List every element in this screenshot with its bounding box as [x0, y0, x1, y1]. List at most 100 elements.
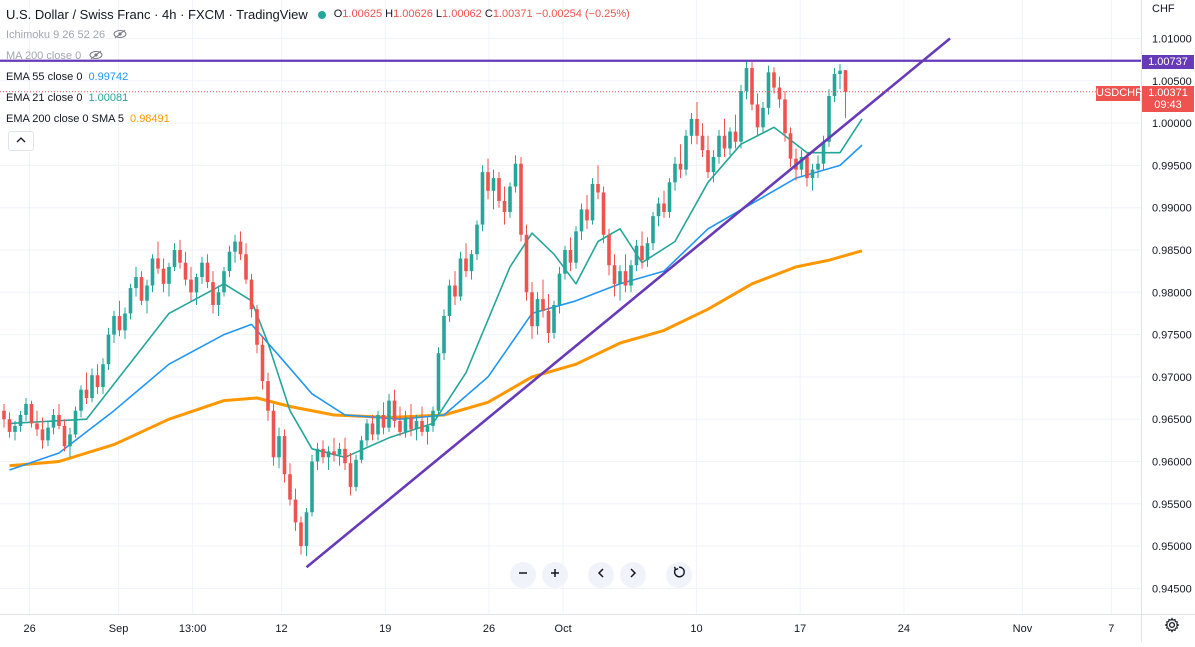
candle-body	[150, 258, 155, 286]
candle-body	[51, 414, 56, 428]
candle-body	[2, 410, 6, 420]
candle-body	[18, 414, 23, 426]
resistance-price-tag: 1.00737	[1142, 55, 1194, 69]
candle-body	[486, 172, 490, 191]
zoom-in-button[interactable]	[542, 562, 568, 588]
low-value: 1.00062	[442, 8, 482, 20]
scroll-right-button[interactable]	[620, 562, 646, 588]
price-tick-label: 0.98500	[1152, 245, 1192, 257]
gear-icon	[1164, 617, 1180, 633]
candle-body	[535, 299, 540, 327]
candle-body	[233, 241, 237, 252]
candle-body	[156, 258, 160, 269]
candle-body	[178, 250, 182, 263]
drawings[interactable]	[0, 37, 1141, 569]
candle-body	[656, 203, 661, 217]
close-label: C	[484, 8, 493, 20]
candle-body	[13, 425, 17, 432]
indicator-ma200[interactable]: MA 200 close 0	[6, 46, 630, 67]
low-label: L	[435, 8, 443, 20]
candle-body	[711, 156, 716, 173]
candle-body	[337, 448, 342, 455]
price-tick-label: 0.96500	[1152, 414, 1192, 426]
candle-body	[134, 277, 138, 289]
candle-body	[189, 279, 193, 293]
candle-body	[359, 440, 364, 460]
candle-body	[612, 265, 617, 284]
indicator-ema21[interactable]: EMA 21 close 0 1.00081	[6, 88, 630, 109]
candle-body	[420, 420, 424, 432]
candle-body	[700, 135, 705, 151]
candle-body	[634, 245, 639, 266]
reset-chart-button[interactable]	[666, 562, 692, 588]
price-axis[interactable]: 1.01000 1.00500 1.00000 0.99500 0.99000 0.985…	[1141, 0, 1192, 642]
change-value: −0.00254 (−0.25%)	[535, 8, 630, 20]
candle-body	[194, 277, 199, 293]
ascending-trendline	[305, 37, 951, 569]
candle-body	[216, 292, 221, 305]
price-tick-label: 1.00500	[1152, 76, 1192, 88]
zoom-out-icon	[519, 572, 527, 574]
scroll-left-icon	[597, 568, 604, 578]
candle-body	[678, 163, 683, 170]
candle-body	[255, 309, 259, 345]
candle-body	[541, 299, 545, 311]
candle-body	[596, 184, 600, 193]
indicator-ema200-sma5[interactable]: EMA 200 close 0 SMA 5 0.98491	[6, 109, 630, 130]
chart-settings-button[interactable]	[1164, 617, 1180, 637]
ema200-value: 0.98491	[130, 113, 170, 125]
candle-body	[832, 74, 837, 97]
candle-body	[805, 156, 809, 179]
candle-body	[381, 414, 386, 428]
candle-body	[695, 118, 699, 136]
candle-body	[167, 266, 171, 284]
time-tick-label: 17	[794, 623, 806, 635]
candle-body	[783, 99, 787, 134]
candle-body	[249, 279, 254, 310]
candle-body	[436, 353, 441, 411]
hidden-eye-icon[interactable]	[113, 25, 127, 46]
time-tick-label: 13:00	[179, 623, 207, 635]
candle-body	[689, 118, 694, 136]
scroll-left-button[interactable]	[588, 562, 614, 588]
candle-body	[728, 131, 732, 149]
candle-body	[519, 163, 523, 235]
indicator-ichimoku[interactable]: Ichimoku 9 26 52 26	[6, 25, 630, 46]
ema21-line	[9, 118, 863, 459]
time-tick-label: 26	[24, 623, 36, 635]
candle-body	[574, 231, 578, 263]
ohlc-values: O1.00625 H1.00626 L1.00062 C1.00371 −0.0…	[334, 4, 630, 25]
candle-body	[838, 70, 842, 75]
candle-body	[387, 400, 391, 428]
candle-body	[40, 429, 45, 441]
candle-body	[222, 271, 226, 293]
candle-body	[376, 414, 380, 435]
high-label: H	[385, 8, 394, 20]
ma200-label: MA 200 close 0	[6, 50, 82, 62]
candle-body	[123, 313, 127, 331]
collapse-legend-button[interactable]	[8, 131, 34, 151]
price-tick-label: 1.01000	[1152, 34, 1192, 46]
ema21-value: 1.00081	[88, 92, 129, 104]
price-tick-label: 0.95000	[1152, 541, 1192, 553]
candle-body	[35, 423, 39, 430]
candle-body	[453, 285, 457, 297]
bar-countdown: 09:43	[1154, 99, 1182, 111]
zoom-out-button[interactable]	[510, 562, 536, 588]
candle-body	[629, 265, 633, 286]
currency-label[interactable]: CHF	[1152, 3, 1175, 15]
hidden-eye-icon[interactable]	[89, 46, 103, 67]
candle-body	[788, 133, 793, 159]
price-tick-label: 0.98000	[1152, 287, 1192, 299]
candle-body	[95, 375, 100, 388]
indicator-ema55[interactable]: EMA 55 close 0 0.99742	[6, 67, 630, 88]
price-tick-label: 0.94500	[1152, 583, 1192, 595]
candle-body	[524, 234, 529, 293]
candle-body	[354, 459, 358, 487]
time-axis[interactable]: 26 Sep 13:00 12 19 26 Oct 10 17 24 Nov 7	[0, 614, 1195, 636]
candle-body	[398, 420, 402, 432]
symbol-title[interactable]: U.S. Dollar / Swiss Franc · 4h · FXCM · …	[6, 7, 308, 22]
